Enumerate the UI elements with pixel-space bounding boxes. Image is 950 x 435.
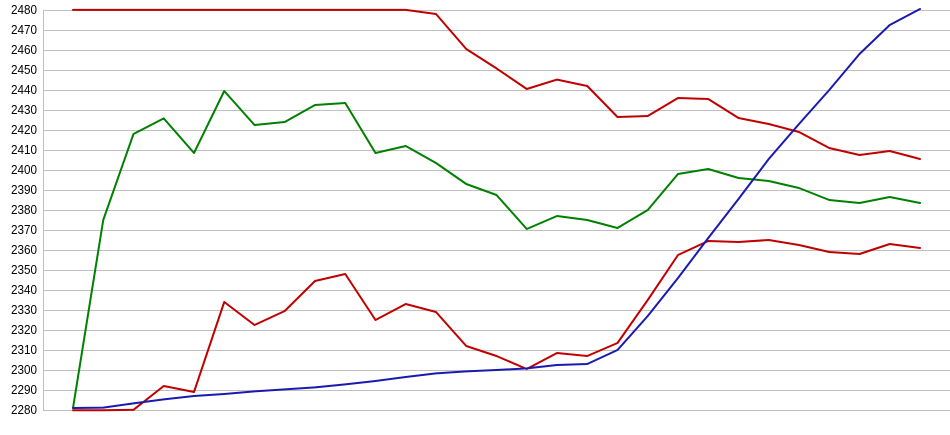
svg-text:2400: 2400 <box>11 162 37 177</box>
svg-text:2410: 2410 <box>11 142 37 157</box>
svg-text:2290: 2290 <box>11 382 37 397</box>
svg-text:2300: 2300 <box>11 362 37 377</box>
svg-text:2470: 2470 <box>11 22 37 37</box>
svg-text:2390: 2390 <box>11 182 37 197</box>
svg-text:2430: 2430 <box>11 102 37 117</box>
svg-text:2340: 2340 <box>11 282 37 297</box>
svg-text:2330: 2330 <box>11 302 37 317</box>
svg-text:2440: 2440 <box>11 82 37 97</box>
svg-text:2380: 2380 <box>11 202 37 217</box>
svg-text:2360: 2360 <box>11 242 37 257</box>
svg-text:2370: 2370 <box>11 222 37 237</box>
svg-text:2450: 2450 <box>11 62 37 77</box>
svg-text:2350: 2350 <box>11 262 37 277</box>
svg-text:2480: 2480 <box>11 2 37 17</box>
svg-text:2420: 2420 <box>11 122 37 137</box>
svg-text:2280: 2280 <box>11 402 37 417</box>
svg-text:2310: 2310 <box>11 342 37 357</box>
svg-text:2460: 2460 <box>11 42 37 57</box>
svg-text:2320: 2320 <box>11 322 37 337</box>
